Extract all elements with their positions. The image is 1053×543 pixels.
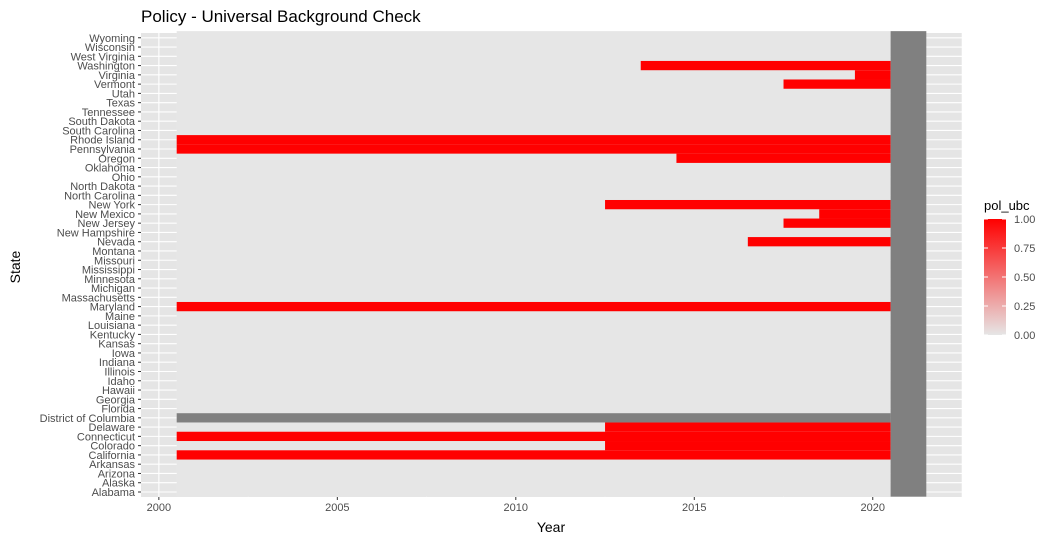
tile-california [176,450,891,460]
chart-title: Policy - Universal Background Check [141,7,421,26]
y-tick-label: Wisconsin [85,42,135,54]
tile-new-york [605,199,891,210]
y-tick-label: District of Columbia [40,413,136,425]
y-tick-label: Louisiana [88,320,136,332]
y-tick-label: Wyoming [89,33,135,45]
y-tick-label: Connecticut [77,431,135,443]
policy-tiles [176,60,891,460]
tile-nevada [747,237,891,247]
legend: pol_ubc 1.00 0.75 0.50 0.25 0.00 [984,198,1035,342]
y-tick-label: Massachusetts [62,292,136,304]
y-tick-label: Virginia [99,70,136,82]
y-tick-label: North Carolina [64,190,136,202]
x-tick-label: 2015 [682,502,706,514]
tile-connecticut [176,431,891,442]
y-tick-label: Oklahoma [85,163,136,175]
y-tick-label: Minnesota [84,274,136,286]
y-tick-label: New Hampshire [57,227,135,239]
y-tick-label: Nevada [97,237,136,249]
y-tick-label: South Carolina [62,125,136,137]
y-tick-label: Mississippi [82,265,135,277]
y-tick-label: Iowa [112,348,136,360]
legend-ticks: 1.00 0.75 0.50 0.25 0.00 [984,214,1035,342]
y-tick-label: Maine [105,311,135,323]
y-tick-label: Vermont [94,79,135,91]
y-tick-label: Arizona [98,468,136,480]
legend-tick-label: 0.75 [1014,243,1035,255]
y-tick-label: Idaho [107,376,135,388]
tile-maryland [176,301,891,312]
tile-pennsylvania [176,144,891,154]
y-tick-label: Kansas [98,339,135,351]
tile-vermont [783,79,891,89]
tile-virginia [854,70,891,80]
y-tick-label: West Virginia [71,51,136,63]
x-axis: 2000 2005 2010 2015 2020 [147,497,885,514]
y-tick-label: Montana [92,246,136,258]
y-tick-label: North Dakota [70,181,136,193]
tile-new-jersey [783,218,891,228]
y-tick-label: Washington [77,61,135,73]
legend-tick-label: 0.50 [1014,272,1035,284]
legend-tick-label: 0.25 [1014,301,1035,313]
legend-tick-label: 0.00 [1014,330,1035,342]
tile-colorado [605,441,891,451]
y-tick-label: Illinois [104,366,135,378]
y-tick-label: Missouri [94,255,135,267]
y-axis-title: State [7,250,23,283]
tile-missing-district-of-columbia [176,413,891,423]
y-tick-label: Delaware [89,422,135,434]
y-tick-label: Hawaii [102,385,135,397]
tile-new-mexico [819,209,891,219]
y-tick-label: Oregon [98,153,135,165]
plot-panel [141,31,963,497]
x-tick-label: 2010 [504,502,528,514]
tiles-na-column [890,31,927,497]
y-tick-label: Arkansas [89,459,135,471]
x-tick-label: 2020 [861,502,885,514]
y-tick-label: Tennessee [82,107,135,119]
legend-colorbar [984,219,1006,335]
legend-tick-label: 1.00 [1014,214,1035,226]
y-tick-label: New Jersey [78,218,136,230]
y-tick-label: Kentucky [90,329,136,341]
y-tick-label: Florida [101,404,136,416]
y-tick-label: Texas [106,98,135,110]
y-tick-label: Utah [112,88,135,100]
y-tick-label: Rhode Island [70,135,135,147]
tile-washington [640,60,891,71]
y-tick-label: Georgia [96,394,136,406]
tile-rhode-island [176,135,891,145]
y-axis-labels: AlabamaAlaskaArizonaArkansasCaliforniaCo… [40,33,141,499]
y-tick-label: Alabama [92,487,136,499]
x-tick-label: 2000 [147,502,171,514]
y-tick-label: New York [89,200,136,212]
y-tick-label: Alaska [102,478,136,490]
y-tick-label: Maryland [90,302,135,314]
y-tick-label: South Dakota [68,116,136,128]
tile-oregon [676,153,891,163]
y-tick-label: Pennsylvania [70,144,136,156]
y-tick-label: California [89,450,136,462]
y-tick-label: New Mexico [75,209,135,221]
y-tick-label: Indiana [99,357,136,369]
x-tick-label: 2005 [325,502,349,514]
tile-delaware [605,422,891,432]
x-axis-title: Year [537,519,566,535]
y-tick-label: Ohio [112,172,135,184]
y-tick-label: Colorado [90,441,135,453]
y-tick-label: Michigan [91,283,135,295]
legend-title: pol_ubc [984,198,1030,213]
